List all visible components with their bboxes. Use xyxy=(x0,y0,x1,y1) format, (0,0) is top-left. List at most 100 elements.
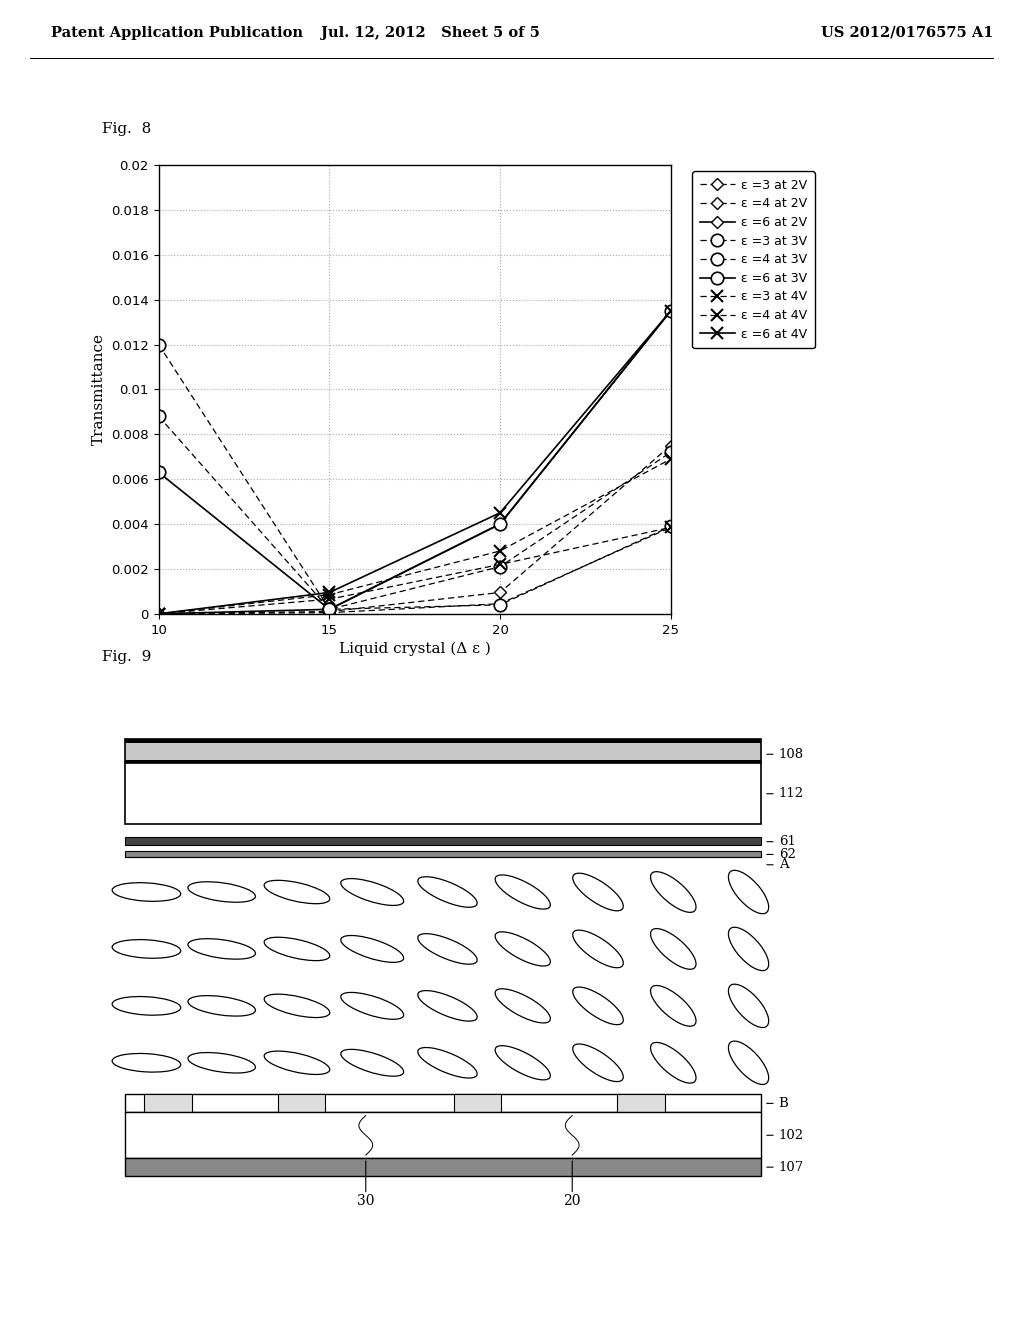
Ellipse shape xyxy=(341,879,403,906)
ε =3 at 2V xyxy=(324,605,336,620)
ε =4 at 3V xyxy=(494,558,506,574)
Ellipse shape xyxy=(341,1049,403,1076)
ε =6 at 4V xyxy=(153,606,165,622)
Ellipse shape xyxy=(418,1048,477,1078)
ε =4 at 4V xyxy=(324,587,336,603)
Text: 61: 61 xyxy=(767,836,796,849)
Ellipse shape xyxy=(496,989,550,1023)
Bar xyxy=(617,1094,665,1113)
ε =4 at 3V xyxy=(665,445,677,461)
Ellipse shape xyxy=(113,940,180,958)
Bar xyxy=(144,1094,191,1113)
ε =3 at 2V xyxy=(665,520,677,536)
ε =4 at 2V xyxy=(153,606,165,622)
ε =4 at 4V xyxy=(665,451,677,467)
Bar xyxy=(125,837,762,845)
Text: US 2012/0176575 A1: US 2012/0176575 A1 xyxy=(821,25,993,40)
ε =3 at 2V xyxy=(494,595,506,611)
Ellipse shape xyxy=(650,986,696,1026)
ε =6 at 4V xyxy=(665,304,677,319)
Ellipse shape xyxy=(728,985,769,1027)
Ellipse shape xyxy=(650,1043,696,1084)
Line: ε =3 at 4V: ε =3 at 4V xyxy=(153,521,677,620)
ε =4 at 2V xyxy=(665,438,677,454)
ε =3 at 3V xyxy=(665,519,677,535)
Line: ε =3 at 3V: ε =3 at 3V xyxy=(153,338,677,615)
Text: 108: 108 xyxy=(767,747,804,760)
Line: ε =6 at 4V: ε =6 at 4V xyxy=(153,305,677,620)
Ellipse shape xyxy=(650,928,696,969)
ε =4 at 2V xyxy=(324,603,336,619)
ε =3 at 4V xyxy=(494,557,506,573)
Ellipse shape xyxy=(418,990,477,1022)
Bar xyxy=(125,1158,762,1176)
Text: Jul. 12, 2012   Sheet 5 of 5: Jul. 12, 2012 Sheet 5 of 5 xyxy=(321,25,540,40)
Text: 112: 112 xyxy=(767,787,804,800)
Ellipse shape xyxy=(572,987,624,1024)
ε =3 at 4V xyxy=(324,591,336,607)
ε =4 at 4V xyxy=(153,606,165,622)
ε =6 at 4V xyxy=(324,585,336,601)
ε =3 at 3V xyxy=(324,602,336,618)
Text: Fig.  9: Fig. 9 xyxy=(102,649,152,664)
ε =6 at 3V xyxy=(153,465,165,480)
Ellipse shape xyxy=(113,883,180,902)
ε =6 at 3V xyxy=(494,516,506,532)
Ellipse shape xyxy=(113,1053,180,1072)
ε =3 at 3V xyxy=(494,597,506,612)
Ellipse shape xyxy=(341,936,403,962)
ε =6 at 2V xyxy=(494,516,506,532)
ε =3 at 2V xyxy=(153,606,165,622)
ε =3 at 3V xyxy=(153,337,165,352)
ε =4 at 3V xyxy=(324,602,336,618)
Ellipse shape xyxy=(188,882,255,903)
Ellipse shape xyxy=(188,1052,255,1073)
Ellipse shape xyxy=(496,932,550,966)
Bar xyxy=(125,763,762,824)
ε =6 at 4V xyxy=(494,504,506,520)
Text: Patent Application Publication: Patent Application Publication xyxy=(51,25,303,40)
Text: B: B xyxy=(767,1097,788,1110)
ε =3 at 4V xyxy=(665,520,677,536)
ε =3 at 4V xyxy=(153,606,165,622)
Ellipse shape xyxy=(264,880,330,904)
Text: 20: 20 xyxy=(563,1195,581,1209)
Text: 30: 30 xyxy=(357,1195,375,1209)
Ellipse shape xyxy=(418,876,477,907)
Ellipse shape xyxy=(572,1044,624,1081)
Ellipse shape xyxy=(264,1051,330,1074)
Bar xyxy=(125,760,762,763)
ε =6 at 3V xyxy=(324,602,336,618)
Ellipse shape xyxy=(728,870,769,913)
Line: ε =4 at 2V: ε =4 at 2V xyxy=(155,441,675,618)
Legend: ε =3 at 2V, ε =4 at 2V, ε =6 at 2V, ε =3 at 3V, ε =4 at 3V, ε =6 at 3V, ε =3 at : ε =3 at 2V, ε =4 at 2V, ε =6 at 2V, ε =3… xyxy=(692,172,815,348)
Bar xyxy=(278,1094,325,1113)
Ellipse shape xyxy=(572,874,624,911)
Ellipse shape xyxy=(418,933,477,964)
ε =4 at 4V xyxy=(494,543,506,558)
Text: Fig.  8: Fig. 8 xyxy=(102,121,152,136)
Ellipse shape xyxy=(496,875,550,909)
X-axis label: Liquid crystal (Δ ε ): Liquid crystal (Δ ε ) xyxy=(339,642,490,656)
Line: ε =4 at 4V: ε =4 at 4V xyxy=(153,453,677,620)
ε =6 at 3V xyxy=(665,304,677,319)
Ellipse shape xyxy=(264,994,330,1018)
ε =4 at 2V xyxy=(494,585,506,601)
ε =6 at 2V xyxy=(324,602,336,618)
Ellipse shape xyxy=(188,995,255,1016)
Ellipse shape xyxy=(341,993,403,1019)
Ellipse shape xyxy=(188,939,255,960)
Bar xyxy=(125,1113,762,1158)
Bar xyxy=(125,1094,762,1113)
ε =6 at 2V xyxy=(665,304,677,319)
Text: 107: 107 xyxy=(767,1160,804,1173)
Line: ε =3 at 2V: ε =3 at 2V xyxy=(155,523,675,618)
Ellipse shape xyxy=(264,937,330,961)
Line: ε =6 at 2V: ε =6 at 2V xyxy=(155,306,675,618)
Ellipse shape xyxy=(113,997,180,1015)
ε =4 at 3V xyxy=(153,408,165,424)
Text: 62: 62 xyxy=(767,847,796,861)
Ellipse shape xyxy=(496,1045,550,1080)
Bar xyxy=(125,739,762,763)
Line: ε =6 at 3V: ε =6 at 3V xyxy=(153,305,677,615)
